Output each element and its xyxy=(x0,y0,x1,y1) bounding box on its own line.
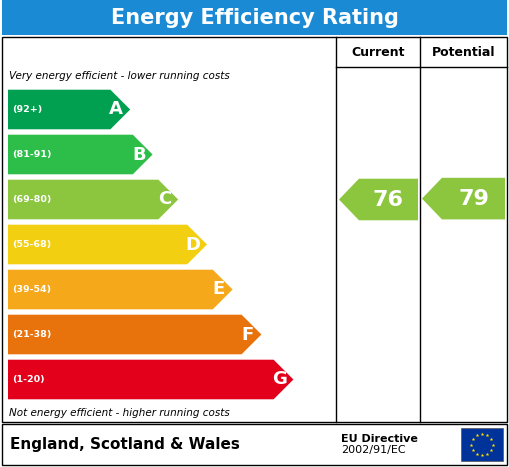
Text: 2002/91/EC: 2002/91/EC xyxy=(341,445,406,454)
Text: C: C xyxy=(158,191,171,208)
Text: (81-91): (81-91) xyxy=(12,150,51,159)
Text: D: D xyxy=(186,235,201,254)
Text: Not energy efficient - higher running costs: Not energy efficient - higher running co… xyxy=(9,408,230,418)
Text: (39-54): (39-54) xyxy=(12,285,51,294)
Polygon shape xyxy=(8,360,293,399)
Text: Potential: Potential xyxy=(432,45,495,58)
Text: EU Directive: EU Directive xyxy=(341,434,418,445)
Bar xyxy=(2,424,507,465)
Polygon shape xyxy=(8,270,233,309)
Polygon shape xyxy=(8,134,153,174)
Text: Energy Efficiency Rating: Energy Efficiency Rating xyxy=(110,7,399,28)
Text: (21-38): (21-38) xyxy=(12,330,51,339)
Text: A: A xyxy=(109,100,123,119)
Polygon shape xyxy=(8,225,207,264)
Text: B: B xyxy=(132,146,146,163)
Polygon shape xyxy=(8,90,130,129)
Text: England, Scotland & Wales: England, Scotland & Wales xyxy=(10,437,240,452)
Polygon shape xyxy=(339,179,418,220)
Bar xyxy=(2,0,507,35)
Text: 79: 79 xyxy=(458,189,489,209)
Text: Current: Current xyxy=(351,45,405,58)
Bar xyxy=(461,428,503,461)
Text: F: F xyxy=(241,325,253,344)
Text: E: E xyxy=(213,281,225,298)
Text: (92+): (92+) xyxy=(12,105,42,114)
Text: (55-68): (55-68) xyxy=(12,240,51,249)
Polygon shape xyxy=(8,315,262,354)
Polygon shape xyxy=(8,180,178,219)
Text: G: G xyxy=(272,370,287,389)
Bar xyxy=(2,37,507,422)
Text: (69-80): (69-80) xyxy=(12,195,51,204)
Polygon shape xyxy=(422,178,505,219)
Text: (1-20): (1-20) xyxy=(12,375,45,384)
Text: Very energy efficient - lower running costs: Very energy efficient - lower running co… xyxy=(9,71,230,81)
Text: 76: 76 xyxy=(373,190,404,210)
